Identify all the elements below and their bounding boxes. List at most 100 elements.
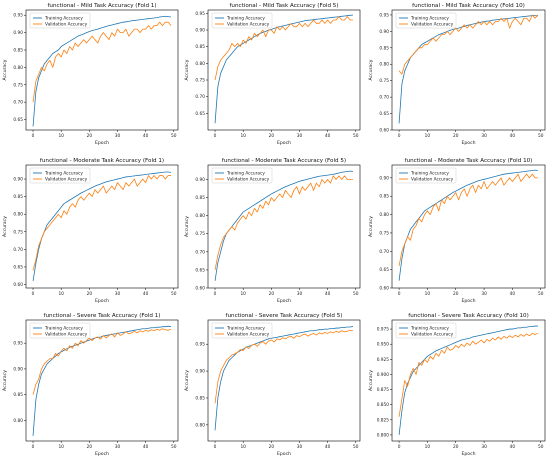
x-tick-label: 40 — [510, 444, 516, 450]
legend-entry: Training Accuracy — [44, 16, 83, 22]
y-tick-label: 0.75 — [379, 230, 389, 236]
x-tick-label: 50 — [353, 444, 359, 450]
plot-area-frame — [207, 164, 361, 289]
y-tick-label: 0.65 — [195, 267, 205, 273]
x-tick-label: 20 — [453, 291, 459, 297]
x-tick-label: 10 — [425, 133, 431, 139]
chart-panel: functional - Severe Task Accuracy (Fold … — [184, 313, 361, 456]
y-axis-label: Accuracy — [368, 216, 374, 237]
y-tick-label: 0.70 — [13, 100, 23, 106]
legend-box — [211, 12, 273, 29]
y-tick-label: 0.65 — [13, 264, 23, 270]
legend-entry: Training Accuracy — [44, 326, 83, 332]
legend-box — [211, 322, 273, 339]
validation-accuracy-line — [398, 332, 539, 417]
legend-entry: Training Accuracy — [44, 171, 83, 177]
x-tick-label: 40 — [325, 444, 331, 450]
legend-box — [395, 12, 457, 29]
x-tick-label: 50 — [353, 133, 359, 139]
x-tick-label: 50 — [171, 133, 177, 139]
x-tick-label: 40 — [325, 291, 331, 297]
y-tick-label: 0.80 — [195, 213, 205, 219]
y-tick-label: 0.90 — [195, 369, 205, 375]
plot-area-frame — [391, 164, 546, 289]
x-tick-label: 40 — [143, 444, 149, 450]
x-tick-label: 40 — [510, 133, 516, 139]
training-accuracy-line — [32, 325, 172, 436]
y-tick-label: 0.75 — [13, 82, 23, 88]
y-axis-label: Accuracy — [2, 216, 8, 237]
y-tick-label: 0.80 — [379, 212, 389, 218]
y-tick-label: 0.85 — [13, 392, 23, 398]
y-tick-label: 0.75 — [195, 78, 205, 84]
x-axis-label: Epoch — [277, 298, 291, 304]
y-tick-label: 0.875 — [377, 387, 390, 393]
y-axis-label: Accuracy — [2, 370, 8, 391]
x-tick-label: 40 — [325, 133, 331, 139]
x-tick-label: 0 — [398, 291, 401, 297]
x-tick-label: 20 — [269, 133, 275, 139]
y-tick-label: 0.60 — [195, 286, 205, 292]
y-tick-label: 0.85 — [195, 395, 205, 401]
y-tick-label: 0.65 — [379, 111, 389, 117]
x-tick-label: 50 — [353, 291, 359, 297]
x-tick-label: 10 — [240, 133, 246, 139]
y-tick-label: 0.80 — [13, 212, 23, 218]
x-tick-label: 30 — [481, 291, 487, 297]
x-tick-label: 40 — [143, 133, 149, 139]
x-tick-label: 10 — [240, 444, 246, 450]
chart-title: functional - Severe Task Accuracy (Fold … — [44, 313, 161, 319]
plot-area-frame — [25, 164, 179, 289]
training-accuracy-line — [214, 170, 354, 281]
validation-accuracy-line — [398, 14, 539, 75]
y-tick-label: 0.80 — [13, 418, 23, 424]
chart-panel: functional - Mild Task Accuracy (Fold 10… — [368, 3, 546, 146]
y-tick-label: 0.75 — [379, 78, 389, 84]
y-tick-label: 0.65 — [13, 117, 23, 123]
legend-entry: Validation Accuracy — [227, 177, 270, 183]
y-tick-label: 0.80 — [13, 65, 23, 71]
chart-title: functional - Moderate Task Accuracy (Fol… — [222, 158, 346, 164]
y-tick-label: 0.925 — [377, 357, 390, 363]
plot-area-frame — [207, 319, 361, 442]
legend-entry: Validation Accuracy — [45, 332, 88, 338]
x-tick-label: 30 — [115, 291, 121, 297]
chart-title: functional - Moderate Task Accuracy (Fol… — [405, 158, 533, 164]
x-tick-label: 30 — [481, 444, 487, 450]
x-tick-label: 0 — [214, 133, 217, 139]
x-tick-label: 10 — [58, 444, 64, 450]
plot-area-frame — [391, 319, 546, 442]
chart-title: functional - Severe Task Accuracy (Fold … — [226, 313, 343, 319]
y-tick-label: 0.95 — [195, 342, 205, 348]
y-tick-label: 0.90 — [195, 28, 205, 34]
x-axis-label: Epoch — [461, 140, 475, 146]
validation-accuracy-line — [214, 329, 354, 404]
y-tick-label: 0.900 — [377, 372, 390, 378]
x-tick-label: 20 — [453, 133, 459, 139]
y-tick-label: 0.60 — [379, 128, 389, 134]
x-tick-label: 50 — [171, 291, 177, 297]
legend-entry: Validation Accuracy — [45, 22, 88, 28]
x-axis-label: Epoch — [277, 451, 291, 456]
y-tick-label: 0.85 — [13, 48, 23, 54]
y-tick-label: 0.70 — [379, 249, 389, 255]
y-tick-label: 0.95 — [13, 341, 23, 347]
y-axis-label: Accuracy — [184, 370, 190, 391]
x-tick-label: 0 — [398, 444, 401, 450]
y-tick-label: 0.90 — [195, 177, 205, 183]
x-tick-label: 30 — [115, 444, 121, 450]
legend-entry: Validation Accuracy — [227, 22, 270, 28]
legend-entry: Validation Accuracy — [227, 332, 270, 338]
y-tick-label: 0.90 — [13, 30, 23, 36]
y-tick-label: 0.95 — [195, 11, 205, 17]
y-tick-label: 0.85 — [13, 194, 23, 200]
legend-entry: Validation Accuracy — [411, 22, 454, 28]
y-axis-label: Accuracy — [184, 216, 190, 237]
legend-entry: Training Accuracy — [226, 171, 265, 177]
x-tick-label: 50 — [538, 444, 544, 450]
